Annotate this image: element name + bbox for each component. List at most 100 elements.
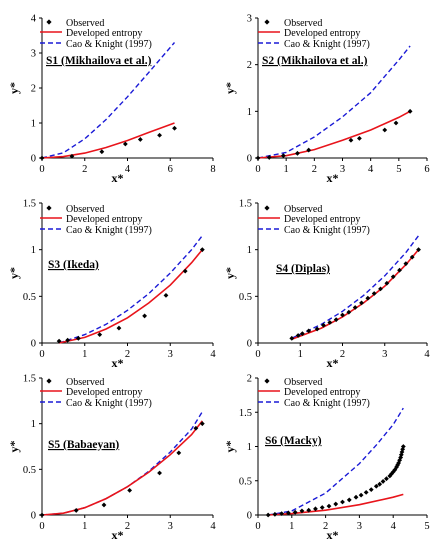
legend-cao-label: Cao & Knight (1997) bbox=[66, 39, 152, 50]
observed-point bbox=[353, 494, 359, 500]
observed-point bbox=[116, 325, 122, 331]
observed-point bbox=[416, 247, 421, 253]
x-tick-label: 1 bbox=[284, 164, 289, 175]
observed-point bbox=[255, 155, 261, 161]
observed-point bbox=[157, 470, 162, 476]
legend-developed-label: Developed entropy bbox=[66, 28, 142, 39]
legend-cao-label: Cao & Knight (1997) bbox=[284, 39, 370, 50]
observed-point bbox=[359, 300, 364, 306]
legend-observed-marker bbox=[46, 19, 52, 25]
x-tick-label: 4 bbox=[368, 164, 374, 175]
series-line-developed-entropy bbox=[58, 249, 203, 344]
x-tick-label: 6 bbox=[168, 164, 173, 175]
legend-observed-marker bbox=[264, 205, 270, 211]
y-tick-label: 0.5 bbox=[23, 292, 36, 303]
observed-point bbox=[299, 331, 305, 337]
series-line-cao-knight bbox=[257, 45, 411, 159]
x-tick-label: 6 bbox=[424, 164, 429, 175]
y-tick-label: 3 bbox=[247, 14, 252, 25]
observed-point bbox=[368, 487, 374, 493]
y-tick-label: 1.5 bbox=[239, 199, 252, 210]
y-tick-label: 0 bbox=[31, 339, 36, 350]
observed-point bbox=[352, 305, 358, 310]
x-tick-label: 3 bbox=[168, 349, 173, 360]
legend-developed-label: Developed entropy bbox=[284, 387, 360, 398]
observed-point bbox=[407, 108, 413, 114]
x-tick-label: 1 bbox=[82, 349, 87, 360]
observed-point bbox=[142, 313, 147, 319]
legend-developed-label: Developed entropy bbox=[66, 387, 142, 398]
y-tick-label: 0 bbox=[31, 511, 36, 522]
y-tick-label: 3 bbox=[31, 49, 36, 60]
x-tick-label: 5 bbox=[396, 164, 401, 175]
y-axis-label: y* bbox=[7, 267, 21, 279]
y-tick-label: 4 bbox=[31, 14, 37, 25]
observed-point bbox=[400, 444, 406, 449]
x-tick-label: 0 bbox=[39, 164, 44, 175]
legend-developed-label: Developed entropy bbox=[284, 214, 360, 225]
observed-point bbox=[397, 267, 402, 273]
legend-cao-label: Cao & Knight (1997) bbox=[66, 398, 152, 409]
series-line-cao-knight bbox=[41, 42, 176, 159]
y-axis-label: y* bbox=[223, 82, 237, 94]
observed-point bbox=[346, 497, 352, 503]
observed-point bbox=[306, 147, 312, 153]
y-tick-label: 1.5 bbox=[239, 408, 252, 419]
legend-observed-label: Observed bbox=[284, 204, 322, 215]
series-line-developed-entropy bbox=[41, 420, 203, 516]
observed-point bbox=[393, 120, 399, 126]
observed-point bbox=[357, 136, 362, 141]
series-line-cao-knight bbox=[41, 411, 203, 516]
observed-point bbox=[39, 512, 45, 518]
x-tick-label: 2 bbox=[125, 349, 130, 360]
x-axis-label: x* bbox=[327, 528, 339, 542]
observed-point bbox=[280, 153, 286, 159]
x-tick-label: 1 bbox=[82, 521, 87, 532]
y-tick-label: 0 bbox=[247, 339, 252, 350]
legend-developed-label: Developed entropy bbox=[284, 28, 360, 39]
x-tick-label: 4 bbox=[391, 521, 397, 532]
y-tick-label: 1 bbox=[247, 107, 252, 118]
observed-point bbox=[176, 450, 182, 456]
observed-point bbox=[365, 295, 371, 301]
observed-point bbox=[292, 509, 298, 515]
legend-developed-label: Developed entropy bbox=[66, 214, 142, 225]
y-axis-label: y* bbox=[223, 441, 237, 453]
observed-point bbox=[384, 280, 390, 286]
x-tick-label: 8 bbox=[210, 164, 215, 175]
series-line-cao-knight bbox=[267, 407, 404, 516]
observed-point bbox=[299, 508, 305, 514]
x-tick-label: 5 bbox=[424, 521, 429, 532]
x-tick-label: 2 bbox=[82, 164, 87, 175]
legend-observed-marker bbox=[46, 205, 52, 211]
observed-point bbox=[101, 502, 107, 508]
x-tick-label: 0 bbox=[39, 521, 44, 532]
observed-point bbox=[373, 483, 379, 489]
observed-point bbox=[73, 508, 79, 513]
y-tick-label: 2 bbox=[247, 60, 252, 71]
observed-point bbox=[384, 476, 389, 482]
x-axis-label: x* bbox=[112, 171, 124, 185]
observed-point bbox=[97, 332, 103, 337]
observed-point bbox=[122, 141, 128, 147]
x-axis-label: x* bbox=[112, 528, 124, 542]
observed-point bbox=[279, 511, 285, 517]
observed-point bbox=[99, 149, 105, 155]
observed-point bbox=[395, 462, 400, 468]
observed-point bbox=[163, 293, 169, 298]
y-tick-label: 1.5 bbox=[23, 199, 36, 210]
observed-point bbox=[326, 503, 332, 509]
observed-point bbox=[403, 261, 409, 267]
y-tick-label: 0.5 bbox=[23, 465, 36, 476]
observed-point bbox=[127, 487, 133, 493]
observed-point bbox=[265, 512, 271, 518]
observed-point bbox=[137, 137, 143, 142]
legend-observed-label: Observed bbox=[284, 18, 322, 29]
